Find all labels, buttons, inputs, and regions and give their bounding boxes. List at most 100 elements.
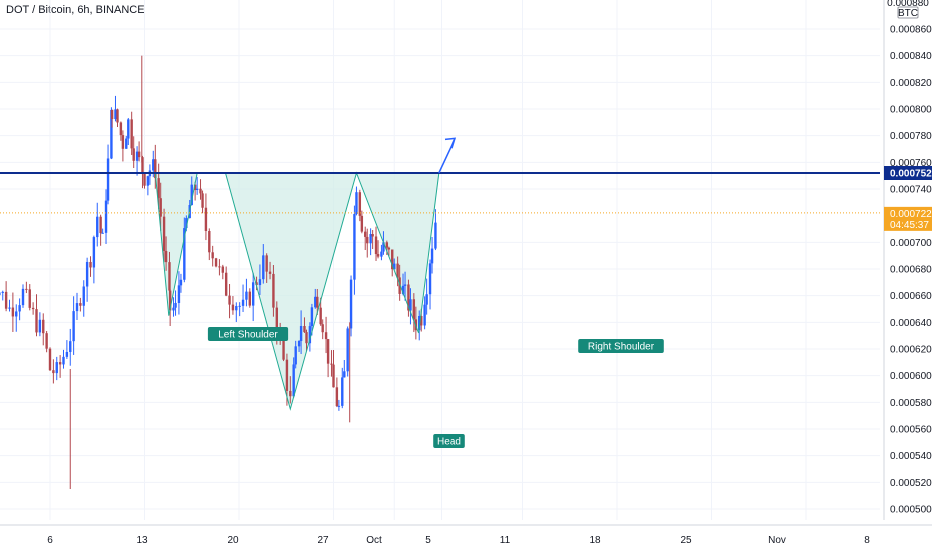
candle-body xyxy=(420,316,423,326)
candle-body xyxy=(369,234,372,244)
candle-body xyxy=(376,254,380,257)
candle-body xyxy=(401,285,405,294)
candle-body xyxy=(146,176,150,186)
candle-body xyxy=(385,242,389,248)
candle-body xyxy=(355,192,358,215)
neckline-price-tag xyxy=(884,166,932,180)
candle-body xyxy=(231,304,235,311)
candle-body xyxy=(162,216,166,252)
candle-body xyxy=(324,332,328,340)
candle-body xyxy=(11,307,15,317)
candle-body xyxy=(127,119,130,139)
candle-body xyxy=(371,234,374,237)
head-label: Head xyxy=(437,437,461,448)
candle-body xyxy=(255,282,258,286)
candle-body xyxy=(141,157,144,175)
candlestick-series xyxy=(0,55,437,489)
candle-body xyxy=(396,263,399,278)
candle-body xyxy=(412,299,416,320)
candle-body xyxy=(96,216,99,238)
candle-body xyxy=(106,158,110,201)
left-shoulder-label: Left Shoulder xyxy=(218,330,278,341)
candle-body xyxy=(179,279,183,286)
last-price-text: 0.0007221 xyxy=(890,209,932,220)
candle-body xyxy=(353,214,356,280)
candle-body xyxy=(387,247,391,250)
candle-body xyxy=(65,351,69,357)
time-tick-label: 27 xyxy=(317,535,329,546)
candle-body xyxy=(72,311,75,342)
candle-body xyxy=(326,339,330,364)
candle-body xyxy=(164,251,168,263)
candle-body xyxy=(25,288,28,290)
right-shoulder-label-bg xyxy=(578,339,664,353)
candle-body xyxy=(289,390,292,397)
arrow-head-icon xyxy=(444,137,457,149)
candle-body xyxy=(4,291,8,309)
candle-body xyxy=(211,252,214,259)
candle-body xyxy=(310,307,314,327)
candle-body xyxy=(125,138,128,149)
head-label-bg xyxy=(433,434,465,448)
candle-body xyxy=(258,279,262,286)
candle-body xyxy=(48,348,52,371)
candle-body xyxy=(314,296,317,308)
time-tick-label: 13 xyxy=(136,535,148,546)
candle-body xyxy=(391,249,394,270)
candle-body xyxy=(275,307,278,332)
candle-body xyxy=(341,377,344,406)
candle-body xyxy=(201,193,204,208)
candle-body xyxy=(62,356,65,365)
candle-body xyxy=(430,248,434,264)
candle-body xyxy=(218,266,221,268)
candle-body xyxy=(35,309,38,333)
candle-body xyxy=(282,336,285,360)
candle-body xyxy=(349,279,353,329)
candle-body xyxy=(228,295,231,305)
candle-body xyxy=(251,282,255,306)
candle-body xyxy=(380,251,383,257)
time-axis[interactable]: 6 13 20 27 Oct 5 11 18 25 Nov 8 xyxy=(0,524,932,546)
candle-body xyxy=(190,184,193,206)
candle-body xyxy=(199,188,202,194)
candle-body xyxy=(110,109,113,159)
candle-body xyxy=(343,371,346,378)
candle-body xyxy=(360,215,364,232)
candle-body xyxy=(224,272,228,296)
candle-body xyxy=(185,218,188,229)
candle-body xyxy=(337,405,341,407)
candle-body xyxy=(172,307,175,311)
candle-body xyxy=(235,306,238,311)
candle-body xyxy=(248,291,251,306)
candle-body xyxy=(42,319,45,334)
candle-body xyxy=(104,200,108,233)
candle-body xyxy=(265,255,268,272)
candle-body xyxy=(55,362,58,374)
candle-body xyxy=(245,291,248,300)
candle-body xyxy=(168,262,171,291)
candle-body xyxy=(272,273,275,308)
time-tick-label: 11 xyxy=(500,535,511,546)
candle-body xyxy=(195,188,199,190)
candle-body xyxy=(418,316,421,331)
candle-body xyxy=(305,332,308,344)
time-tick-label: 25 xyxy=(680,535,692,546)
candle-body xyxy=(132,148,135,161)
candle-body xyxy=(21,288,25,306)
candle-body xyxy=(285,359,289,391)
candle-body xyxy=(174,302,177,308)
pattern-outline xyxy=(154,171,440,411)
candle-body xyxy=(101,232,104,234)
